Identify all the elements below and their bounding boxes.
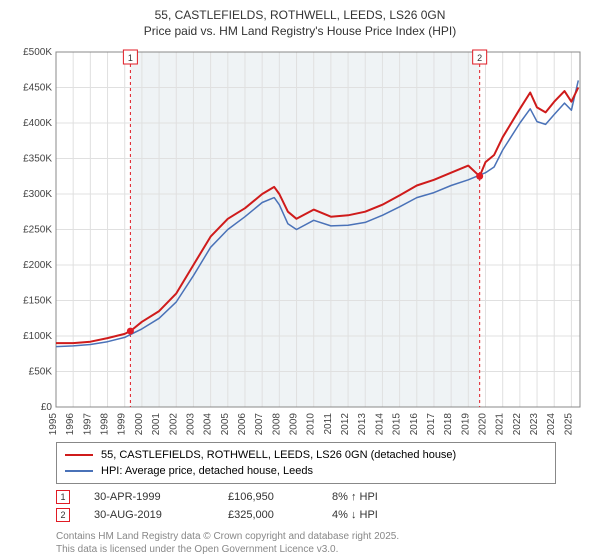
sale-hpi: 4% ↓ HPI bbox=[332, 509, 412, 521]
svg-text:£300K: £300K bbox=[23, 189, 52, 200]
chart-subtitle: Price paid vs. HM Land Registry's House … bbox=[10, 24, 590, 38]
sale-date: 30-AUG-2019 bbox=[94, 509, 204, 521]
svg-text:2013: 2013 bbox=[357, 413, 368, 436]
svg-text:2014: 2014 bbox=[374, 413, 385, 436]
sale-hpi: 8% ↑ HPI bbox=[332, 491, 412, 503]
svg-text:2022: 2022 bbox=[512, 413, 523, 436]
svg-text:2019: 2019 bbox=[460, 413, 471, 436]
legend-item: HPI: Average price, detached house, Leed… bbox=[65, 463, 547, 479]
svg-text:2006: 2006 bbox=[237, 413, 248, 436]
svg-text:1997: 1997 bbox=[82, 413, 93, 436]
svg-text:2025: 2025 bbox=[563, 413, 574, 436]
svg-text:2002: 2002 bbox=[168, 413, 179, 436]
sale-date: 30-APR-1999 bbox=[94, 491, 204, 503]
svg-text:2000: 2000 bbox=[134, 413, 145, 436]
svg-text:2: 2 bbox=[477, 53, 482, 63]
legend-swatch bbox=[65, 454, 93, 456]
sale-price: £325,000 bbox=[228, 509, 308, 521]
svg-text:£450K: £450K bbox=[23, 83, 52, 94]
svg-text:£500K: £500K bbox=[23, 47, 52, 58]
svg-text:2007: 2007 bbox=[254, 413, 265, 436]
svg-text:1995: 1995 bbox=[48, 413, 59, 436]
svg-text:2017: 2017 bbox=[426, 413, 437, 436]
svg-text:£50K: £50K bbox=[29, 367, 53, 378]
chart: £0 £50K £100K £150K £200K £250K £300K £350K £400… bbox=[10, 46, 590, 436]
svg-text:2024: 2024 bbox=[546, 413, 557, 436]
svg-text:2004: 2004 bbox=[203, 413, 214, 436]
data-credits: Contains HM Land Registry data © Crown c… bbox=[56, 530, 590, 556]
svg-text:2009: 2009 bbox=[289, 413, 300, 436]
svg-text:1996: 1996 bbox=[65, 413, 76, 436]
svg-text:2012: 2012 bbox=[340, 413, 351, 436]
sales-list: 1 30-APR-1999 £106,950 8% ↑ HPI 2 30-AUG-2019… bbox=[56, 488, 590, 524]
svg-text:£200K: £200K bbox=[23, 260, 52, 271]
svg-text:2020: 2020 bbox=[478, 413, 489, 436]
sale-row: 2 30-AUG-2019 £325,000 4% ↓ HPI bbox=[56, 506, 590, 524]
svg-text:£100K: £100K bbox=[23, 331, 52, 342]
svg-text:£150K: £150K bbox=[23, 296, 52, 307]
chart-title: 55, CASTLEFIELDS, ROTHWELL, LEEDS, LS26 … bbox=[10, 8, 590, 22]
svg-text:£350K: £350K bbox=[23, 154, 52, 165]
svg-text:1: 1 bbox=[128, 53, 133, 63]
svg-text:2021: 2021 bbox=[495, 413, 506, 436]
legend: 55, CASTLEFIELDS, ROTHWELL, LEEDS, LS26 … bbox=[56, 442, 556, 484]
svg-text:£250K: £250K bbox=[23, 225, 52, 236]
svg-text:2011: 2011 bbox=[323, 413, 334, 435]
credits-line-1: Contains HM Land Registry data © Crown c… bbox=[56, 530, 590, 543]
credits-line-2: This data is licensed under the Open Gov… bbox=[56, 543, 590, 556]
sale-row: 1 30-APR-1999 £106,950 8% ↑ HPI bbox=[56, 488, 590, 506]
sale-marker: 1 bbox=[56, 490, 70, 504]
svg-text:1999: 1999 bbox=[117, 413, 128, 436]
legend-label: HPI: Average price, detached house, Leed… bbox=[101, 465, 313, 477]
svg-text:2001: 2001 bbox=[151, 413, 162, 436]
svg-text:£400K: £400K bbox=[23, 118, 52, 129]
legend-label: 55, CASTLEFIELDS, ROTHWELL, LEEDS, LS26 … bbox=[101, 449, 456, 461]
sale-marker: 2 bbox=[56, 508, 70, 522]
legend-item: 55, CASTLEFIELDS, ROTHWELL, LEEDS, LS26 … bbox=[65, 447, 547, 463]
sale-price: £106,950 bbox=[228, 491, 308, 503]
svg-text:2018: 2018 bbox=[443, 413, 454, 436]
svg-text:1998: 1998 bbox=[100, 413, 111, 436]
svg-text:2003: 2003 bbox=[185, 413, 196, 436]
svg-text:2023: 2023 bbox=[529, 413, 540, 436]
svg-text:2015: 2015 bbox=[392, 413, 403, 436]
svg-text:2005: 2005 bbox=[220, 413, 231, 436]
svg-text:2016: 2016 bbox=[409, 413, 420, 436]
legend-swatch bbox=[65, 470, 93, 472]
svg-text:2008: 2008 bbox=[271, 413, 282, 436]
svg-text:£0: £0 bbox=[41, 402, 53, 413]
svg-text:2010: 2010 bbox=[306, 413, 317, 436]
